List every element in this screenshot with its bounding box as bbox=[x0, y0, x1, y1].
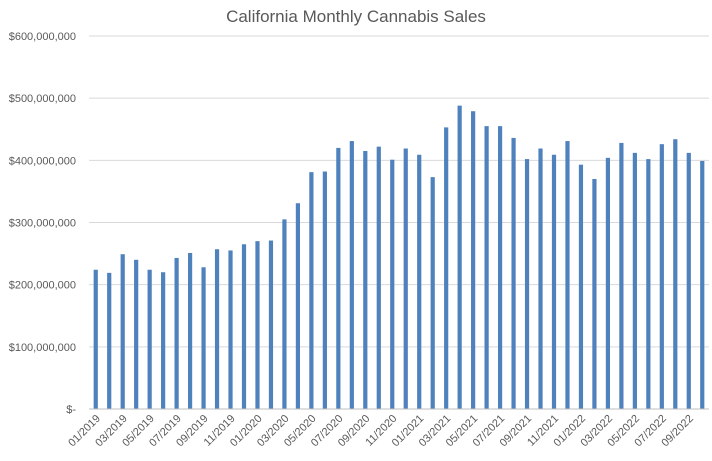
bar bbox=[524, 159, 530, 409]
chart-title: California Monthly Cannabis Sales bbox=[226, 7, 486, 26]
bar bbox=[551, 154, 557, 409]
bar-series bbox=[93, 105, 705, 410]
bar bbox=[471, 111, 476, 409]
y-tick-label: $400,000,000 bbox=[9, 155, 76, 167]
bar bbox=[430, 177, 435, 409]
bar bbox=[214, 249, 220, 409]
bar bbox=[565, 141, 570, 409]
bar bbox=[632, 152, 637, 409]
y-tick-label: $300,000,000 bbox=[9, 218, 76, 230]
bar bbox=[605, 157, 611, 409]
bar bbox=[107, 272, 112, 409]
y-axis-tick-labels: $- $100,000,000 $200,000,000 $300,000,000 $4… bbox=[9, 31, 77, 416]
bar bbox=[255, 241, 260, 409]
bar bbox=[390, 159, 395, 409]
bar bbox=[619, 142, 624, 409]
bar bbox=[417, 154, 422, 409]
bar bbox=[282, 219, 287, 409]
y-tick-label: $- bbox=[66, 404, 76, 416]
bar bbox=[646, 159, 651, 409]
bar bbox=[228, 250, 233, 409]
bar bbox=[349, 141, 354, 409]
bar bbox=[700, 160, 705, 409]
bar bbox=[484, 126, 489, 409]
bar bbox=[673, 139, 678, 409]
y-tick-label: $100,000,000 bbox=[9, 342, 76, 354]
bar bbox=[592, 178, 597, 409]
bar bbox=[686, 152, 691, 409]
bar bbox=[120, 254, 125, 409]
bar bbox=[241, 244, 247, 409]
y-tick-label: $500,000,000 bbox=[9, 93, 76, 105]
bar bbox=[444, 127, 449, 409]
bar bbox=[322, 171, 327, 409]
bar bbox=[659, 144, 664, 410]
y-tick-label: $200,000,000 bbox=[9, 280, 76, 292]
bar bbox=[174, 257, 179, 409]
y-tick-label: $600,000,000 bbox=[9, 31, 76, 43]
bar bbox=[93, 269, 98, 409]
x-axis-tick-labels: 01/201903/201905/201907/201909/201911/20… bbox=[66, 413, 696, 450]
bar bbox=[376, 146, 381, 409]
bar bbox=[201, 267, 206, 409]
bar bbox=[295, 203, 301, 409]
bar bbox=[538, 148, 543, 409]
bar bbox=[309, 172, 314, 409]
bar bbox=[497, 126, 503, 409]
bar bbox=[134, 259, 139, 409]
bar bbox=[336, 147, 341, 409]
bar bbox=[147, 269, 152, 409]
bar bbox=[457, 105, 462, 409]
bar bbox=[161, 272, 166, 409]
bar bbox=[403, 148, 408, 409]
bar bbox=[578, 164, 584, 409]
bar bbox=[363, 151, 368, 409]
bar bbox=[268, 240, 274, 409]
bar bbox=[187, 252, 193, 409]
bar bbox=[511, 137, 516, 409]
gridlines bbox=[89, 35, 709, 348]
